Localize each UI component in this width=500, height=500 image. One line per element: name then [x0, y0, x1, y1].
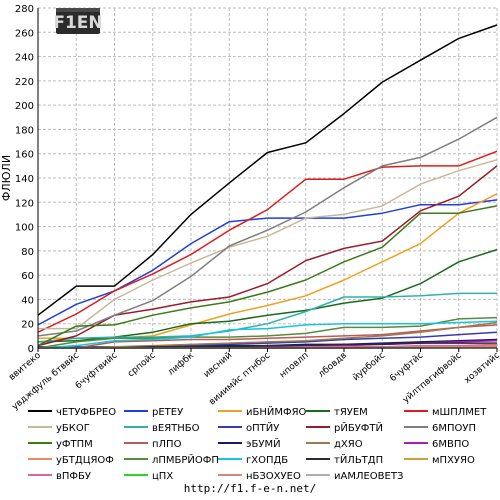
legend-label: чЕТУФБРЕО [56, 407, 116, 418]
series-line [38, 324, 498, 349]
x-tick-label: ивсний [202, 351, 234, 380]
x-tick-label: нповлп [278, 351, 311, 381]
x-tick-label: йурбойс [351, 351, 387, 384]
footer-url[interactable]: http://f1.f-e-n.net/ [183, 482, 317, 495]
series-line [37, 205, 498, 347]
y-tick-label: 200 [15, 101, 34, 112]
x-tick-label: лифбк [166, 350, 196, 377]
series-line [37, 24, 498, 316]
legend-label: оПТЙУ [246, 421, 279, 434]
x-tick-label: ввитеко [7, 350, 43, 383]
y-tick-label: 260 [15, 28, 34, 39]
y-tick-label: 40 [21, 295, 34, 306]
y-tick-label: 20 [21, 320, 34, 331]
legend-label: уФТПМ [56, 439, 93, 450]
series-line [37, 292, 497, 343]
y-tick-label: 60 [21, 271, 34, 282]
series-line [38, 321, 498, 349]
legend-label: лПМБРЙОФП [152, 453, 219, 466]
x-tick-label: 6чуфтйс [388, 351, 425, 384]
legend-label: вПФБУ [56, 471, 91, 482]
grid [37, 7, 498, 349]
y-axis-title: ФЛЮЛИ [0, 155, 13, 201]
series-line [37, 150, 498, 333]
legend-label: рЕТЕУ [152, 407, 183, 418]
series-line [37, 320, 498, 349]
legend-label: 6МПОУП [432, 423, 476, 434]
legend-label: дХЯО [334, 439, 363, 450]
y-tick-label: 140 [15, 174, 34, 185]
y-tick-label: 0 [28, 344, 34, 355]
legend-label: тЙЛЬТДП [334, 453, 383, 466]
x-tick-label: хозвтийс [463, 351, 500, 386]
logo-text: F1EN [53, 13, 102, 33]
legend-label: гХОПДБ [246, 455, 288, 466]
legend-label: уБКОГ [56, 423, 90, 434]
legend-label: иБНЙМФЯО [246, 405, 307, 418]
x-tick-label: увджфуль бтввйс [10, 351, 81, 413]
series-line [37, 316, 498, 349]
legend-label: 6МВПО [432, 439, 469, 450]
series-line [38, 159, 498, 330]
legend-label: тЯУЕМ [334, 407, 368, 418]
brand-logo: F1EN [53, 8, 103, 34]
y-tick-label: 280 [15, 4, 34, 15]
y-tick-label: 220 [15, 77, 34, 88]
legend-label: эБУМЙ [246, 437, 281, 450]
y-tick-label: 100 [15, 223, 34, 234]
legend: чЕТУФБРЕО рЕТЕУ иБНЙМФЯО тЯУЕМ мШПЛМЕТ уБКОГ в… [28, 405, 487, 482]
legend-label: мПХУЯО [432, 455, 475, 466]
x-tick-label: 6чуфтвийс [74, 351, 120, 392]
legend-label: иАМЛЕОВЕТЗ [334, 471, 403, 482]
y-tick-label: 240 [15, 53, 34, 64]
legend-label: цПХ [152, 471, 173, 482]
legend-label: рЙБУФТЙ [334, 421, 383, 434]
y-tick-label: 120 [15, 198, 34, 209]
x-tick-label: српойс [126, 351, 158, 380]
legend-label: вЕЯТНБО [152, 423, 200, 434]
legend-label: мШПЛМЕТ [432, 407, 487, 418]
y-tick-label: 80 [21, 247, 34, 258]
y-tick-label: 180 [15, 125, 34, 136]
legend-label: нБЗОХУЕО [246, 471, 301, 482]
legend-label: уБТДЦЯОФ [56, 455, 114, 466]
x-tick-label: лбовдв [317, 351, 349, 380]
y-tick-label: 160 [15, 150, 34, 161]
series-line [37, 116, 498, 337]
legend-label: пЛПО [152, 439, 182, 450]
